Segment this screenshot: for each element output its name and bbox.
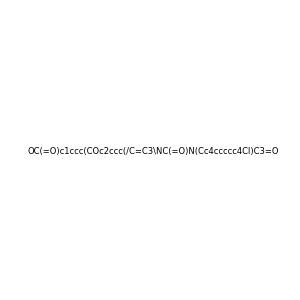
Text: OC(=O)c1ccc(COc2ccc(/C=C3\NC(=O)N(Cc4ccccc4Cl)C3=O: OC(=O)c1ccc(COc2ccc(/C=C3\NC(=O)N(Cc4ccc… [28,147,280,156]
